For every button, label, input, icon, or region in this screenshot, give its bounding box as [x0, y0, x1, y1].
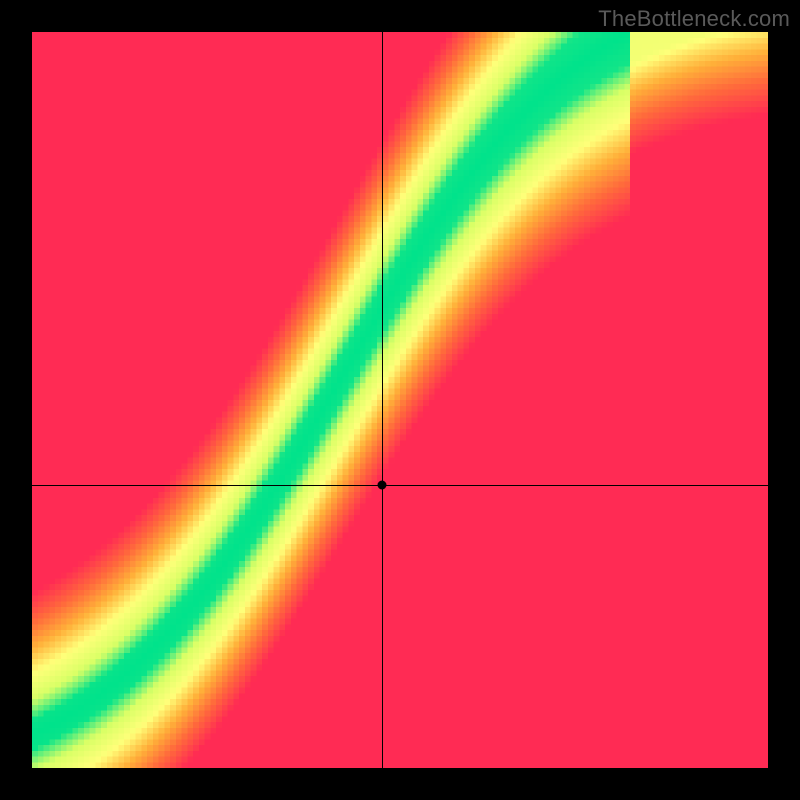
chart-container: TheBottleneck.com — [0, 0, 800, 800]
crosshair-marker[interactable] — [377, 480, 386, 489]
watermark-text: TheBottleneck.com — [598, 6, 790, 32]
plot-area — [32, 32, 768, 768]
heatmap-canvas — [32, 32, 768, 768]
crosshair-horizontal — [32, 485, 768, 486]
crosshair-vertical — [382, 32, 383, 768]
